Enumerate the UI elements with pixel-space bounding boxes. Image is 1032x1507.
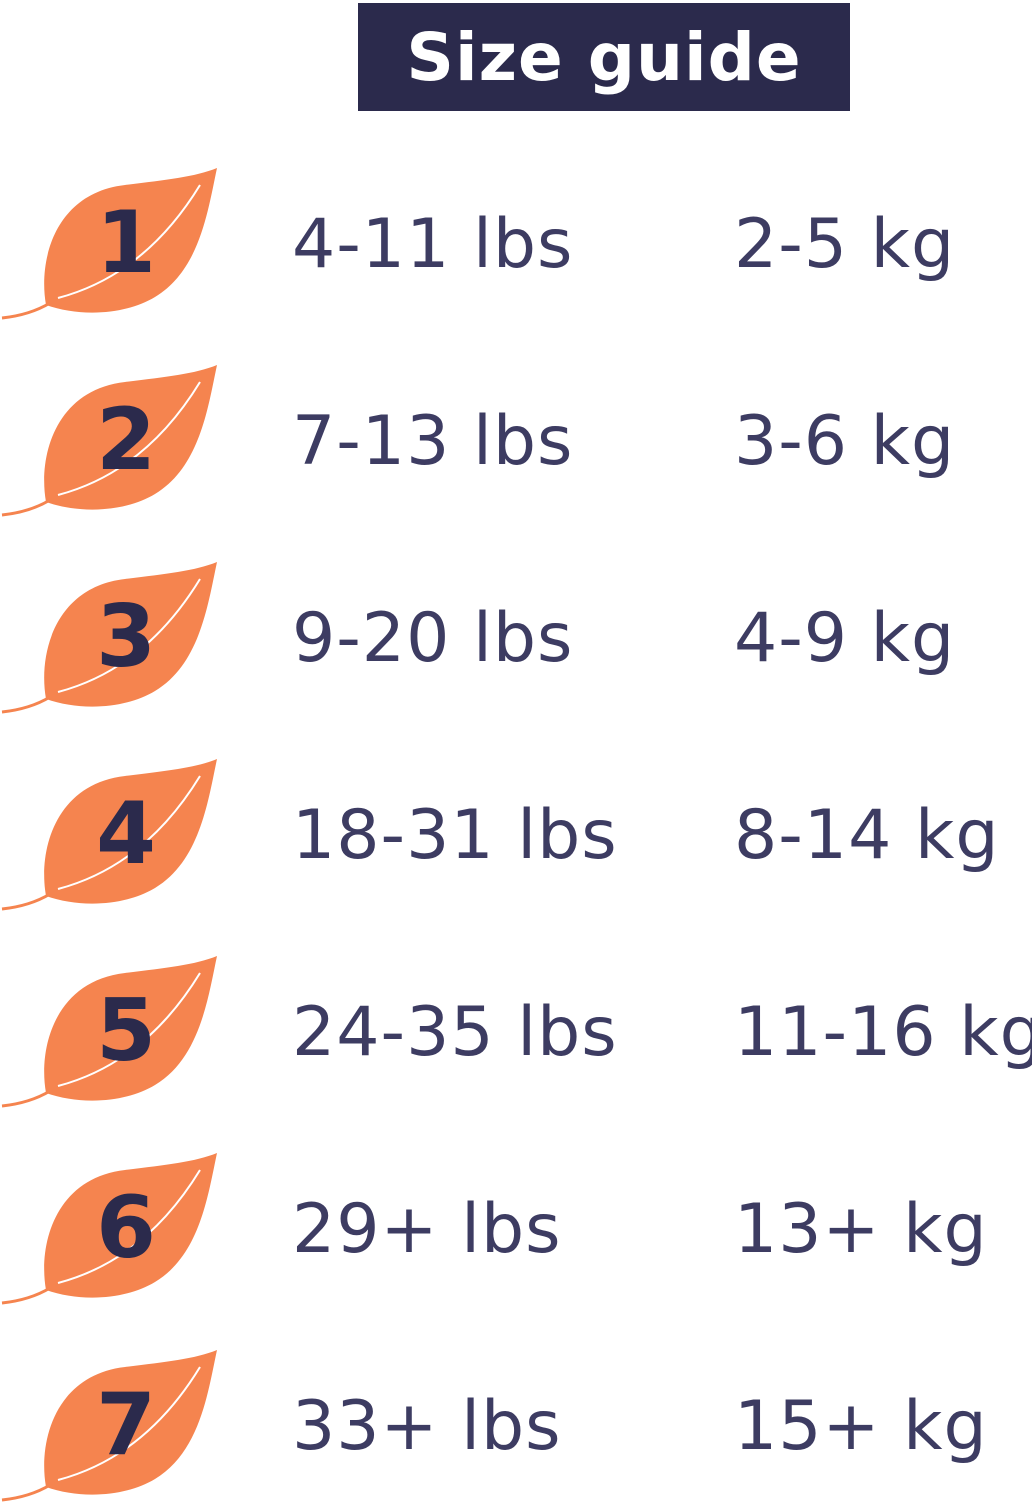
weight-lbs: 29+ lbs: [292, 1190, 562, 1269]
weight-kg: 11-16 kg: [734, 993, 1032, 1072]
size-row: 4 18-31 lbs 8-14 kg: [0, 756, 1032, 916]
leaf-icon: [1, 168, 217, 320]
weight-lbs: 24-35 lbs: [292, 993, 618, 1072]
weight-kg: 4-9 kg: [734, 599, 956, 678]
weight-lbs: 4-11 lbs: [292, 205, 574, 284]
leaf-icon: [1, 1350, 217, 1502]
size-row: 1 4-11 lbs 2-5 kg: [0, 165, 1032, 325]
weight-kg: 8-14 kg: [734, 796, 1000, 875]
size-row: 2 7-13 lbs 3-6 kg: [0, 362, 1032, 522]
size-number: 6: [96, 1178, 156, 1278]
weight-lbs: 18-31 lbs: [292, 796, 618, 875]
size-number: 7: [96, 1375, 156, 1475]
weight-lbs: 33+ lbs: [292, 1387, 562, 1466]
weight-kg: 3-6 kg: [734, 402, 956, 481]
size-number: 1: [96, 193, 156, 293]
weight-lbs: 9-20 lbs: [292, 599, 574, 678]
size-row: 3 9-20 lbs 4-9 kg: [0, 559, 1032, 719]
leaf-icon: [1, 759, 217, 911]
weight-lbs: 7-13 lbs: [292, 402, 574, 481]
leaf-icon: [1, 365, 217, 517]
size-number: 4: [96, 784, 156, 884]
leaf-icon: [1, 1153, 217, 1305]
weight-kg: 15+ kg: [734, 1387, 988, 1466]
weight-kg: 2-5 kg: [734, 205, 956, 284]
size-row: 7 33+ lbs 15+ kg: [0, 1347, 1032, 1507]
size-row: 6 29+ lbs 13+ kg: [0, 1150, 1032, 1310]
size-guide-title: Size guide: [358, 3, 850, 111]
leaf-icon: [1, 562, 217, 714]
size-number: 5: [96, 981, 156, 1081]
leaf-icon: [1, 956, 217, 1108]
size-row: 5 24-35 lbs 11-16 kg: [0, 953, 1032, 1113]
size-number: 3: [96, 587, 156, 687]
size-number: 2: [96, 390, 156, 490]
weight-kg: 13+ kg: [734, 1190, 988, 1269]
